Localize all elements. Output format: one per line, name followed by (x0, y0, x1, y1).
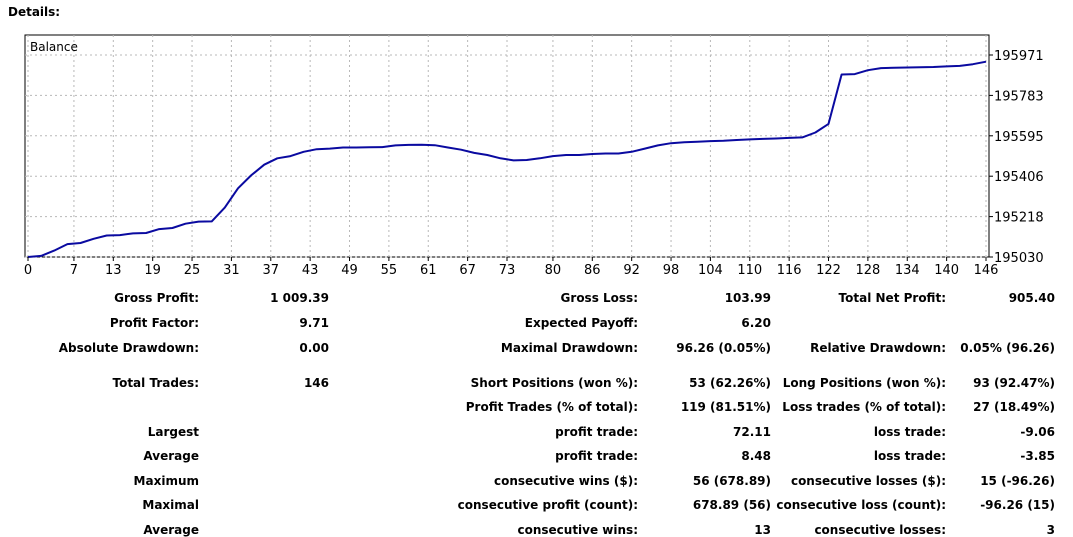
total-net-profit-label: Total Net Profit: (838, 291, 946, 305)
relative-drawdown-label: Relative Drawdown: (810, 341, 946, 355)
total-trades-value: 146 (303, 376, 329, 390)
x-tick-label: 92 (623, 263, 640, 278)
x-tick-label: 86 (584, 263, 601, 278)
details-title: Details: (8, 5, 61, 19)
avg-consec-losses-label: consecutive losses: (814, 523, 946, 537)
absolute-drawdown-label: Absolute Drawdown: (58, 341, 199, 355)
x-tick-label: 19 (144, 263, 161, 278)
profit-factor-value: 9.71 (299, 316, 329, 330)
maximal-consec-loss-value: -96.26 (15) (980, 498, 1055, 512)
relative-drawdown-value: 0.05% (96.26) (960, 341, 1055, 355)
y-tick-label: 195783 (994, 89, 1044, 104)
x-tick-label: 134 (895, 263, 920, 278)
x-tick-label: 43 (302, 263, 319, 278)
long-positions-value: 93 (92.47%) (973, 376, 1055, 390)
x-tick-label: 61 (420, 263, 437, 278)
avg-consec-wins-label: consecutive wins: (517, 523, 638, 537)
x-tick-label: 37 (263, 263, 280, 278)
y-tick-label: 195218 (994, 211, 1044, 226)
y-axis: 195971 195783 195595 195406 195218 195030 (989, 49, 1044, 266)
gross-loss-label: Gross Loss: (560, 291, 638, 305)
maximal-drawdown-label: Maximal Drawdown: (500, 341, 638, 355)
expected-payoff-label: Expected Payoff: (524, 316, 638, 330)
balance-series (27, 60, 987, 258)
x-tick-label: 31 (223, 263, 240, 278)
long-positions-label: Long Positions (won %): (782, 376, 946, 390)
x-tick-label: 80 (545, 263, 562, 278)
y-tick-label: 195406 (994, 170, 1044, 185)
maximal-drawdown-value: 96.26 (0.05%) (676, 341, 771, 355)
largest-label: Largest (147, 425, 199, 439)
x-tick-label: 13 (105, 263, 122, 278)
x-tick-label: 67 (459, 263, 476, 278)
profit-trades-label: Profit Trades (% of total): (465, 400, 638, 414)
average-loss-label: loss trade: (873, 449, 946, 463)
x-axis: 0 7 13 19 25 31 37 43 49 55 61 67 73 80 86 92 98 104 110 11… (24, 257, 999, 278)
avg-consec-losses-value: 3 (1046, 523, 1055, 537)
max-consec-wins-value: 56 (678.89) (692, 474, 771, 488)
x-tick-label: 122 (816, 263, 841, 278)
y-tick-label: 195971 (994, 49, 1044, 64)
x-tick-label: 98 (663, 263, 680, 278)
x-tick-label: 110 (737, 263, 762, 278)
short-positions-value: 53 (62.26%) (689, 376, 771, 390)
total-trades-label: Total Trades: (112, 376, 199, 390)
profit-trades-value: 119 (81.51%) (680, 400, 771, 414)
maximum-label: Maximum (133, 474, 199, 488)
average-label: Average (143, 449, 199, 463)
short-positions-label: Short Positions (won %): (470, 376, 638, 390)
maximal-consec-profit-label: consecutive profit (count): (457, 498, 638, 512)
max-consec-losses-label: consecutive losses ($): (790, 474, 946, 488)
maximal-label: Maximal (142, 498, 199, 512)
gross-profit-label: Gross Profit: (114, 291, 199, 305)
maximal-consec-loss-label: consecutive loss (count): (776, 498, 946, 512)
x-tick-label: 140 (934, 263, 959, 278)
profit-factor-label: Profit Factor: (109, 316, 199, 330)
largest-profit-value: 72.11 (733, 425, 771, 439)
x-tick-label: 73 (499, 263, 516, 278)
largest-loss-label: loss trade: (873, 425, 946, 439)
total-net-profit-value: 905.40 (1008, 291, 1055, 305)
y-tick-label: 195030 (994, 251, 1044, 266)
chart-title: Balance (30, 40, 78, 54)
x-tick-label: 128 (855, 263, 880, 278)
x-tick-label: 49 (341, 263, 358, 278)
max-consec-wins-label: consecutive wins ($): (493, 474, 638, 488)
largest-loss-value: -9.06 (1020, 425, 1055, 439)
largest-profit-label: profit trade: (555, 425, 638, 439)
x-tick-label: 146 (974, 263, 999, 278)
balance-line (27, 60, 987, 258)
x-tick-label: 7 (70, 263, 78, 278)
absolute-drawdown-value: 0.00 (299, 341, 329, 355)
x-tick-label: 116 (777, 263, 802, 278)
loss-trades-label: Loss trades (% of total): (782, 400, 946, 414)
loss-trades-value: 27 (18.49%) (973, 400, 1055, 414)
x-tick-label: 0 (24, 263, 32, 278)
x-tick-label: 55 (381, 263, 398, 278)
x-tick-label: 25 (184, 263, 201, 278)
avg-consec-wins-value: 13 (754, 523, 771, 537)
maximal-consec-profit-value: 678.89 (56) (692, 498, 771, 512)
average-loss-value: -3.85 (1020, 449, 1055, 463)
y-tick-label: 195595 (994, 130, 1044, 145)
max-consec-losses-value: 15 (-96.26) (980, 474, 1055, 488)
gross-profit-value: 1 009.39 (270, 291, 329, 305)
x-tick-label: 104 (698, 263, 723, 278)
expected-payoff-value: 6.20 (741, 316, 771, 330)
gross-loss-value: 103.99 (724, 291, 771, 305)
average2-label: Average (143, 523, 199, 537)
average-profit-value: 8.48 (741, 449, 771, 463)
balance-chart: Balance 19597119578319559519540619521819… (24, 34, 1044, 278)
average-profit-label: profit trade: (555, 449, 638, 463)
